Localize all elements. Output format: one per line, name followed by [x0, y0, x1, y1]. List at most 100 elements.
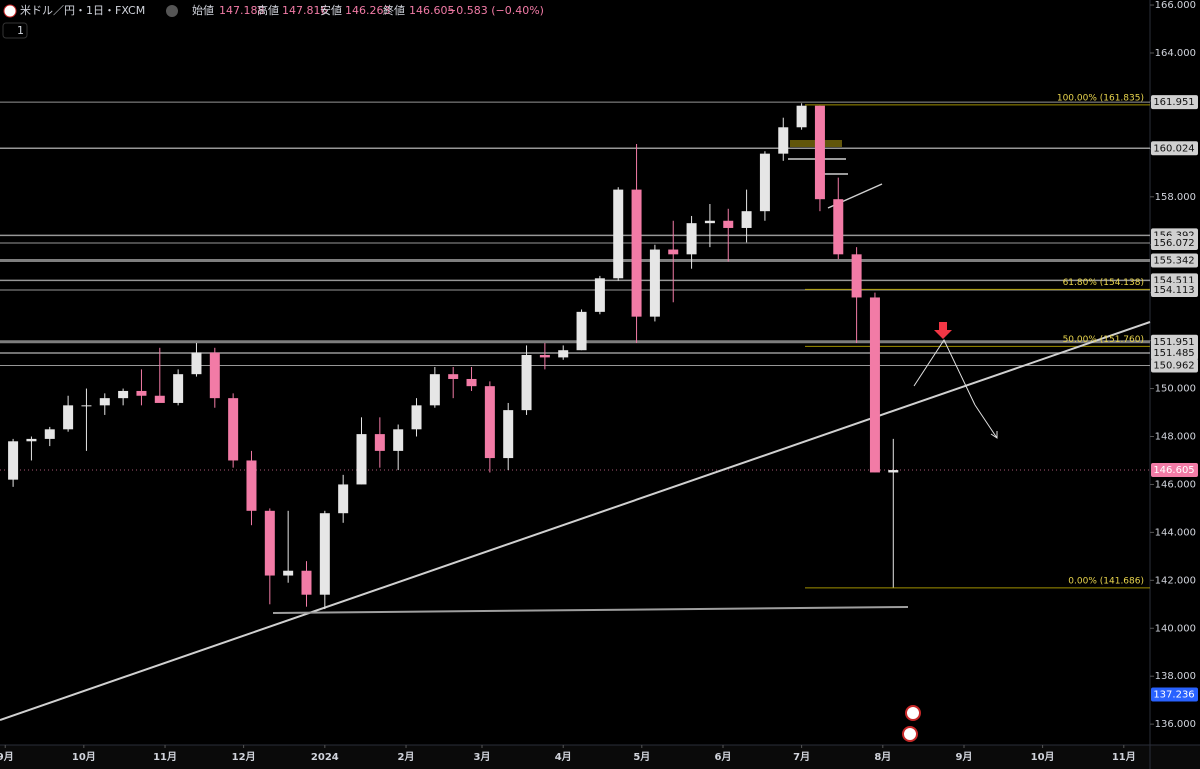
- low-value: 146.263: [345, 4, 391, 17]
- x-tick-label: 5月: [633, 751, 650, 763]
- candle-body: [393, 429, 404, 451]
- candle-body: [209, 352, 220, 399]
- y-tick-label: 164.000: [1155, 48, 1196, 59]
- arrow-head: [990, 431, 998, 439]
- header: 米ドル／円・1日・FXCM 始値 147.188 高値 147.816 安値 1…: [2, 3, 544, 39]
- candle-body: [869, 297, 880, 473]
- x-tick-label: 2024: [311, 752, 339, 763]
- symbol: 米ドル／円・1日・FXCM: [20, 4, 145, 17]
- x-axis-strip: [0, 745, 1200, 769]
- candle-body: [466, 378, 477, 387]
- x-tick-label: 8月: [874, 751, 891, 763]
- candle-body: [649, 249, 660, 317]
- sell-arrow: [934, 322, 952, 339]
- change: −0.583 (−0.40%): [447, 4, 544, 17]
- level-badge: [1151, 334, 1198, 349]
- candle-body: [411, 405, 422, 430]
- grid: [0, 4, 1154, 748]
- fib-label: 100.00% (161.835): [1057, 93, 1144, 103]
- candle-body: [558, 350, 569, 358]
- candle-body: [81, 405, 92, 407]
- candle-body: [759, 153, 770, 212]
- level-label: 151.485: [1153, 348, 1194, 359]
- candle-body: [26, 438, 37, 442]
- scenario-arrow: [974, 404, 998, 439]
- level-label: 156.392: [1153, 230, 1194, 241]
- fib-label: 0.00% (141.686): [1068, 576, 1144, 586]
- high-value: 147.816: [282, 4, 328, 17]
- open-label: 始値: [192, 3, 214, 17]
- level-label: 151.951: [1153, 337, 1194, 348]
- level-label: 150.962: [1153, 361, 1194, 372]
- interval-box[interactable]: [2, 22, 28, 39]
- x-tick-label: 10月: [1031, 751, 1055, 763]
- y-tick-label: 148.000: [1155, 432, 1196, 443]
- candle-body: [594, 278, 605, 312]
- y-tick-label: 144.000: [1155, 527, 1196, 538]
- candle-body: [319, 513, 330, 595]
- candle-body: [301, 570, 312, 595]
- candle-body: [686, 223, 697, 255]
- candle-body: [338, 484, 349, 514]
- drawings: [0, 140, 1151, 742]
- candle-body: [136, 390, 147, 396]
- level-label: 160.024: [1153, 143, 1194, 154]
- level-badge: [1151, 95, 1198, 110]
- level-label: 155.342: [1153, 256, 1194, 267]
- candle-body: [888, 470, 899, 473]
- x-tick-label: 9月: [0, 751, 14, 763]
- support-line: [272, 606, 909, 614]
- interval: 1: [17, 24, 24, 37]
- x-tick-label: 3月: [474, 751, 491, 763]
- candle-body: [796, 105, 807, 128]
- current-price-label: 146.605: [1153, 465, 1194, 476]
- candle-body: [448, 374, 459, 379]
- candle-body: [118, 390, 129, 399]
- candle-body: [631, 189, 642, 317]
- candle-body: [778, 127, 789, 154]
- candle-body: [521, 355, 532, 411]
- x-tick-label: 10月: [72, 751, 96, 763]
- x-tick-label: 7月: [793, 751, 810, 763]
- candle-body: [374, 434, 385, 451]
- candle-body: [246, 460, 257, 511]
- level-badge: [1151, 253, 1198, 268]
- candle-body: [191, 352, 202, 375]
- x-tick-label: 4月: [555, 751, 572, 763]
- candle-body: [723, 220, 734, 228]
- blue-price-label: 137.236: [1153, 690, 1194, 701]
- x-tick-label: 11月: [153, 751, 177, 763]
- candle-body: [264, 510, 275, 576]
- candle-body: [741, 211, 752, 228]
- candle-body: [228, 398, 239, 461]
- x-tick-label: 9月: [956, 751, 973, 763]
- fib-label: 61.80% (154.138): [1063, 278, 1144, 288]
- candle-body: [576, 311, 587, 351]
- candle-body: [283, 570, 294, 576]
- open-value: 147.188: [219, 4, 265, 17]
- candle-body: [704, 220, 715, 224]
- candle-body: [668, 249, 679, 255]
- fib-label: 50.00% (151.760): [1063, 335, 1144, 345]
- y-tick-label: 136.000: [1155, 719, 1196, 730]
- level-badge: [1151, 141, 1198, 156]
- candle-body: [503, 410, 514, 459]
- level-label: 154.511: [1153, 275, 1194, 286]
- toggle[interactable]: [166, 5, 178, 17]
- blue-price-badge: [1151, 687, 1198, 702]
- level-badge: [1151, 358, 1198, 373]
- x-tick-label: 11月: [1112, 751, 1136, 763]
- y-tick-label: 158.000: [1155, 192, 1196, 203]
- x-tick-label: 12月: [232, 751, 256, 763]
- candle-body: [44, 429, 55, 439]
- level-label: 156.072: [1153, 238, 1194, 249]
- candle-body: [8, 441, 19, 480]
- x-tick-label: 2月: [398, 751, 415, 763]
- x-tick-label: 6月: [715, 751, 732, 763]
- candle-body: [99, 398, 110, 406]
- candle-body: [356, 434, 367, 485]
- candle-body: [833, 199, 844, 255]
- candle-body: [851, 254, 862, 298]
